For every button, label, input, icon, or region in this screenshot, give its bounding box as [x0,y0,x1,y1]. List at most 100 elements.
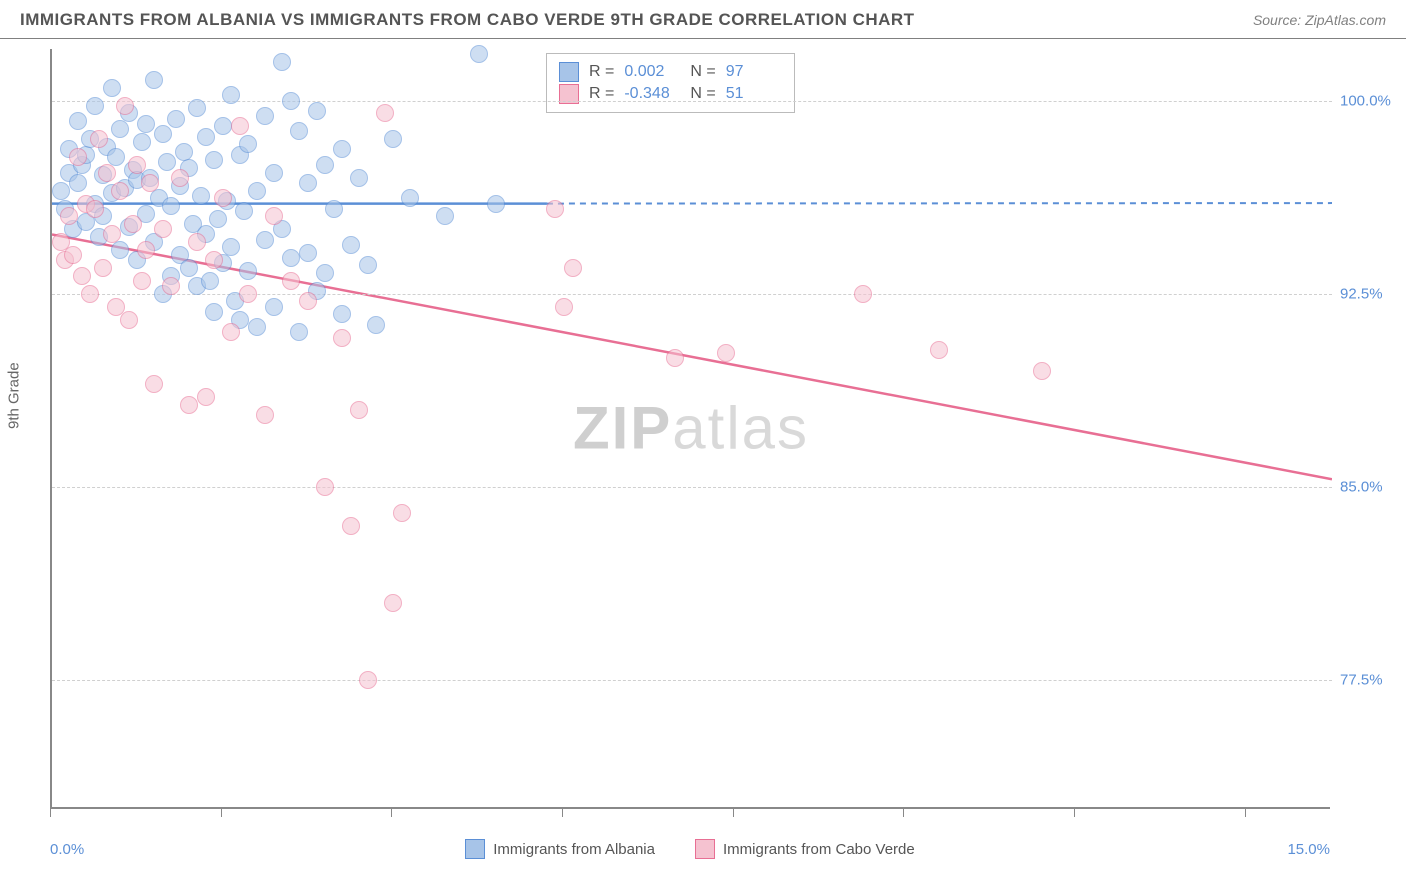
scatter-point-series-1 [546,200,564,218]
scatter-point-series-1 [384,594,402,612]
scatter-point-series-1 [717,344,735,362]
scatter-point-series-1 [188,233,206,251]
scatter-point-series-1 [124,215,142,233]
scatter-point-series-0 [248,318,266,336]
scatter-point-series-0 [290,122,308,140]
scatter-point-series-0 [205,151,223,169]
scatter-point-series-0 [367,316,385,334]
scatter-point-series-1 [393,504,411,522]
scatter-point-series-0 [239,262,257,280]
y-tick-label: 92.5% [1340,285,1383,302]
scatter-point-series-1 [214,189,232,207]
chart-source: Source: ZipAtlas.com [1253,12,1386,28]
scatter-point-series-1 [359,671,377,689]
scatter-point-series-1 [1033,362,1051,380]
legend-swatch-1 [695,839,715,859]
stats-n-value-0: 97 [726,63,782,81]
y-tick-label: 100.0% [1340,92,1391,109]
scatter-point-series-0 [158,153,176,171]
scatter-point-series-1 [111,182,129,200]
scatter-point-series-1 [128,156,146,174]
scatter-point-series-0 [222,238,240,256]
chart-title: IMMIGRANTS FROM ALBANIA VS IMMIGRANTS FR… [20,10,915,30]
x-tick [733,809,734,817]
scatter-point-series-1 [120,311,138,329]
scatter-point-series-0 [111,120,129,138]
scatter-point-series-0 [52,182,70,200]
scatter-point-series-0 [299,174,317,192]
legend-label-1: Immigrants from Cabo Verde [723,841,915,858]
scatter-point-series-0 [290,323,308,341]
scatter-point-series-0 [69,174,87,192]
y-tick-label: 77.5% [1340,672,1383,689]
scatter-point-series-1 [116,97,134,115]
scatter-point-series-1 [222,323,240,341]
y-axis-title: 9th Grade [6,362,23,429]
trend-line-dash-0 [547,203,1332,204]
legend-item-1: Immigrants from Cabo Verde [695,839,915,859]
scatter-point-series-1 [205,251,223,269]
scatter-point-series-1 [171,169,189,187]
scatter-point-series-0 [145,71,163,89]
scatter-point-series-0 [470,45,488,63]
scatter-point-series-0 [69,112,87,130]
scatter-point-series-0 [197,128,215,146]
scatter-point-series-1 [930,341,948,359]
scatter-point-series-0 [103,79,121,97]
scatter-point-series-1 [239,285,257,303]
scatter-point-series-0 [265,298,283,316]
watermark-rest: atlas [672,395,809,462]
scatter-point-series-0 [384,130,402,148]
stats-r-value-0: 0.002 [624,63,680,81]
x-tick [562,809,563,817]
scatter-point-series-0 [201,272,219,290]
scatter-point-series-1 [90,130,108,148]
scatter-point-series-1 [265,207,283,225]
scatter-point-series-0 [273,53,291,71]
scatter-point-series-0 [235,202,253,220]
scatter-point-series-0 [359,256,377,274]
stats-row-0: R = 0.002 N = 97 [559,62,782,82]
scatter-point-series-1 [64,246,82,264]
x-tick [1245,809,1246,817]
scatter-point-series-0 [188,99,206,117]
scatter-point-series-1 [103,225,121,243]
scatter-point-series-0 [192,187,210,205]
watermark-bold: ZIP [573,395,672,462]
scatter-point-series-0 [86,97,104,115]
legend-label-0: Immigrants from Albania [493,841,655,858]
scatter-point-series-1 [145,375,163,393]
trend-lines [52,49,1332,809]
x-tick [391,809,392,817]
scatter-point-series-0 [222,86,240,104]
legend-item-0: Immigrants from Albania [465,839,655,859]
scatter-point-series-0 [214,117,232,135]
scatter-point-series-1 [73,267,91,285]
scatter-point-series-0 [162,197,180,215]
x-tick [221,809,222,817]
watermark: ZIPatlas [573,394,809,463]
scatter-point-series-1 [137,241,155,259]
scatter-point-series-0 [487,195,505,213]
gridline-h [52,101,1332,102]
scatter-point-series-1 [333,329,351,347]
stats-box: R = 0.002 N = 97 R = -0.348 N = 51 [546,53,795,113]
scatter-point-series-0 [308,102,326,120]
scatter-point-series-0 [282,249,300,267]
scatter-point-series-0 [350,169,368,187]
scatter-point-series-1 [342,517,360,535]
x-tick [50,809,51,817]
scatter-point-series-0 [342,236,360,254]
scatter-point-series-0 [248,182,266,200]
scatter-point-series-1 [60,207,78,225]
scatter-point-series-0 [256,107,274,125]
scatter-point-series-0 [256,231,274,249]
scatter-point-series-0 [316,264,334,282]
scatter-point-series-0 [333,305,351,323]
scatter-point-series-1 [282,272,300,290]
scatter-point-series-1 [94,259,112,277]
scatter-point-series-0 [209,210,227,228]
scatter-point-series-1 [350,401,368,419]
scatter-point-series-0 [167,110,185,128]
scatter-point-series-1 [81,285,99,303]
